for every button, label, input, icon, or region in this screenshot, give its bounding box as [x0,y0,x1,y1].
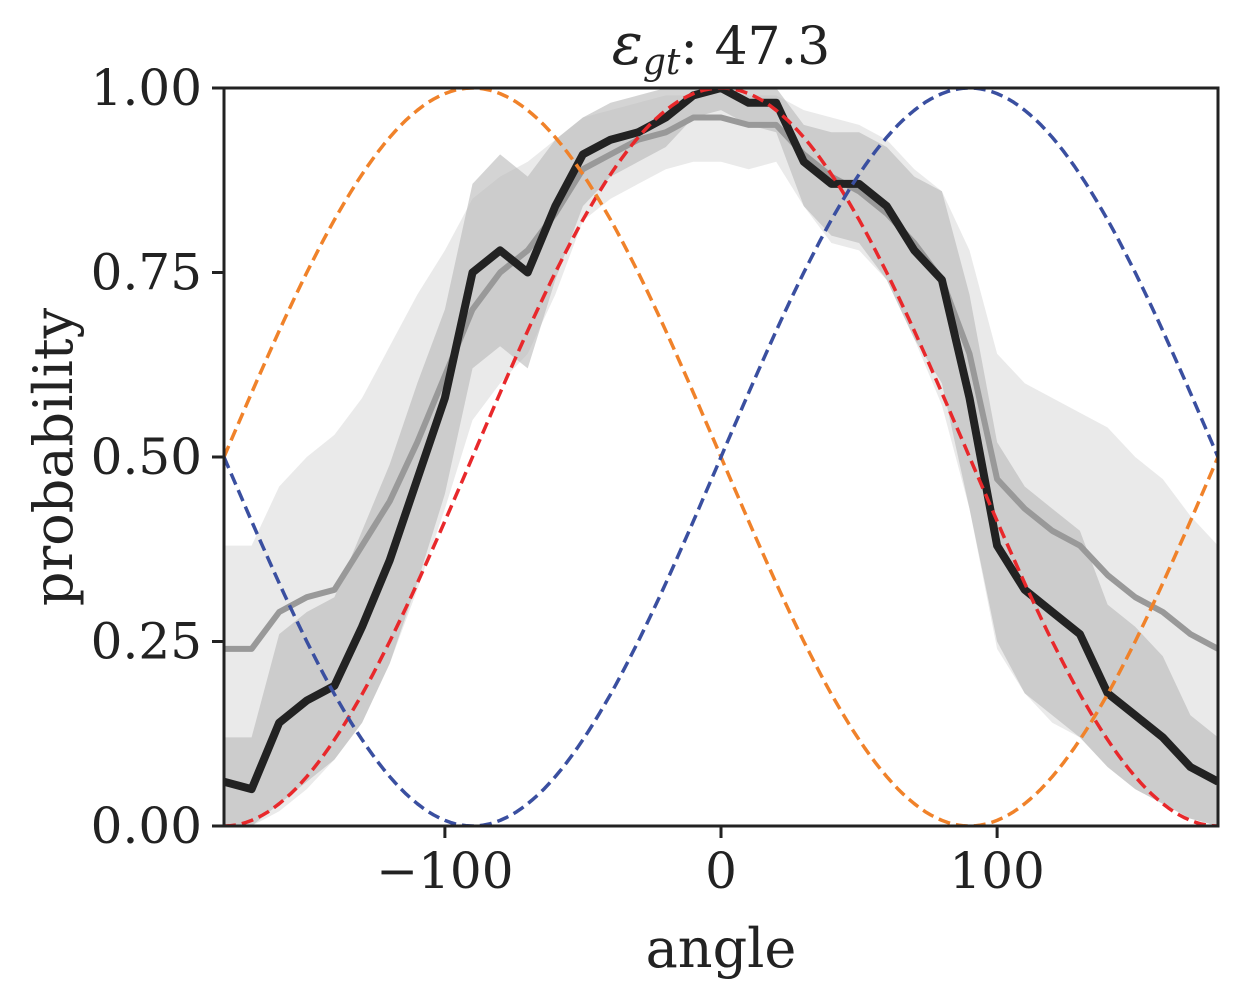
y-tick-label: 0.75 [91,244,202,302]
x-tick-label: −100 [376,842,513,900]
series-3-line [224,88,1218,826]
y-tick-label: 0.00 [91,797,202,855]
x-tick-label: 100 [949,842,1044,900]
series-2-line [224,114,1218,652]
y-tick-label: 1.00 [91,59,202,117]
y-axis-ticks: 0.00 0.25 0.50 0.75 1.00 [91,59,224,855]
y-tick-label: 0.50 [91,428,202,486]
series-lines [224,88,1218,826]
title-symbol: ε [612,10,643,78]
series-5-line [224,88,1218,826]
y-axis-label: probability [22,307,85,606]
series-1-line [224,88,1218,794]
x-axis-label: angle [646,917,797,980]
title-subscript: gt [643,42,681,83]
y-tick-label: 0.25 [91,613,202,671]
chart-title: εgt: 47.3 [612,10,830,83]
title-value: : 47.3 [680,17,830,77]
x-axis-ticks: −100 0 100 [376,826,1045,900]
x-tick-label: 0 [705,842,737,900]
